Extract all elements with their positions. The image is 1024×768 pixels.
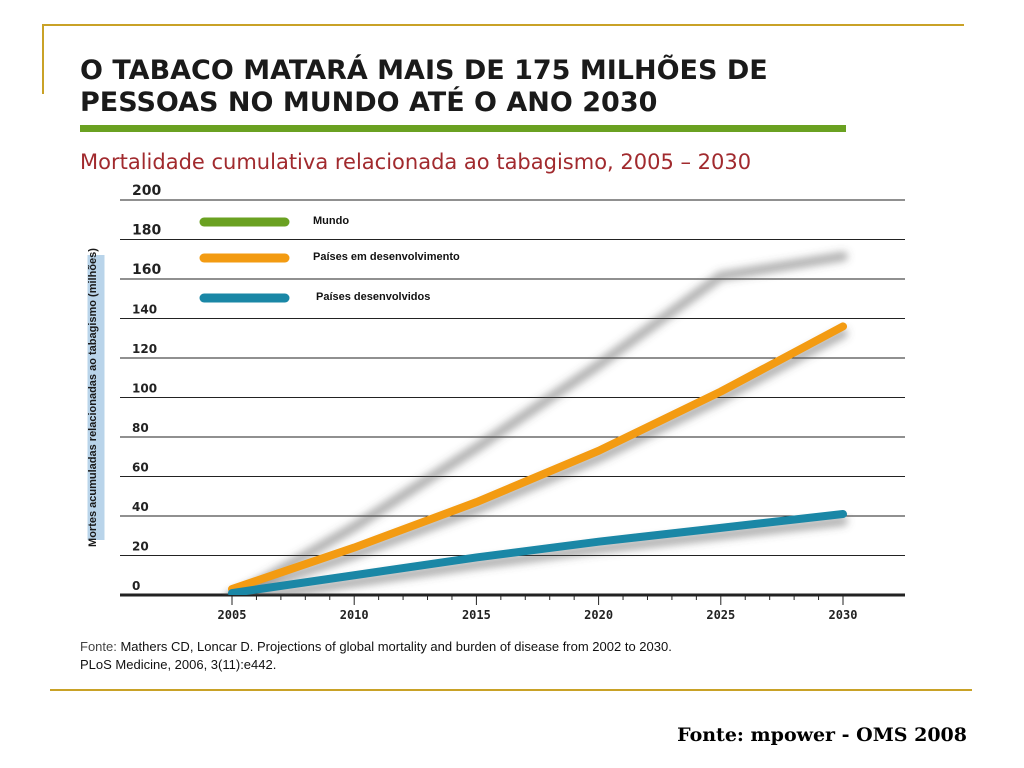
x-tick-label-2025: 2025 bbox=[706, 608, 735, 622]
y-tick-label-0: 0 bbox=[132, 579, 140, 593]
y-tick-label-160: 160 bbox=[132, 262, 161, 278]
mortality-line-chart: Mortes acumuladas relacionadas ao tabagi… bbox=[87, 183, 905, 622]
series-line-2 bbox=[228, 510, 847, 595]
series-shadow-0 bbox=[228, 251, 848, 595]
y-tick-label-200: 200 bbox=[132, 183, 161, 199]
y-tick-label-180: 180 bbox=[132, 223, 161, 239]
legend-label-1: Países em desenvolvimento bbox=[313, 251, 460, 263]
series-shadow-1 bbox=[227, 328, 848, 595]
source-citation: Fonte: Mathers CD, Loncar D. Projections… bbox=[80, 638, 672, 674]
y-tick-label-20: 20 bbox=[132, 540, 149, 554]
series-line-1 bbox=[228, 322, 847, 594]
slide-title-line-1: O TABACO MATARÁ MAIS DE 175 MILHÕES DE bbox=[80, 55, 768, 86]
frame-top-rule bbox=[42, 24, 964, 26]
x-tick-label-2010: 2010 bbox=[340, 608, 369, 622]
slide-title-line-2: PESSOAS NO MUNDO ATÉ O ANO 2030 bbox=[80, 87, 658, 118]
x-tick-label-2015: 2015 bbox=[462, 608, 491, 622]
legend-label-2: Países desenvolvidos bbox=[316, 291, 430, 303]
slide-title: O TABACO MATARÁ MAIS DE 175 MILHÕES DE P… bbox=[80, 55, 880, 119]
y-tick-label-120: 120 bbox=[132, 342, 157, 356]
x-tick-label-2020: 2020 bbox=[584, 608, 613, 622]
series-shadow-2 bbox=[231, 516, 848, 595]
frame-left-rule bbox=[42, 24, 44, 94]
y-tick-label-60: 60 bbox=[132, 461, 149, 475]
y-tick-label-140: 140 bbox=[132, 303, 157, 317]
y-tick-label-80: 80 bbox=[132, 421, 149, 435]
plot-area bbox=[227, 251, 848, 595]
x-tick-label-2005: 2005 bbox=[218, 608, 247, 622]
legend-label-0: Mundo bbox=[313, 215, 349, 227]
citation-line-2: PLoS Medicine, 2006, 3(11):e442. bbox=[80, 657, 277, 672]
y-tick-label-100: 100 bbox=[132, 382, 157, 396]
citation-label: Fonte: bbox=[80, 639, 117, 654]
y-axis-label: Mortes acumuladas relacionadas ao tabagi… bbox=[87, 248, 99, 547]
title-underline bbox=[80, 125, 846, 132]
x-tick-label-2030: 2030 bbox=[829, 608, 858, 622]
chart-title: Mortalidade cumulativa relacionada ao ta… bbox=[80, 150, 752, 174]
y-tick-label-40: 40 bbox=[132, 500, 149, 514]
slide-footer-source: Fonte: mpower - OMS 2008 bbox=[677, 724, 967, 746]
frame-bottom-rule bbox=[50, 689, 972, 691]
citation-line-1: Mathers CD, Loncar D. Projections of glo… bbox=[116, 639, 672, 654]
y-axis-label-highlight bbox=[87, 255, 105, 540]
